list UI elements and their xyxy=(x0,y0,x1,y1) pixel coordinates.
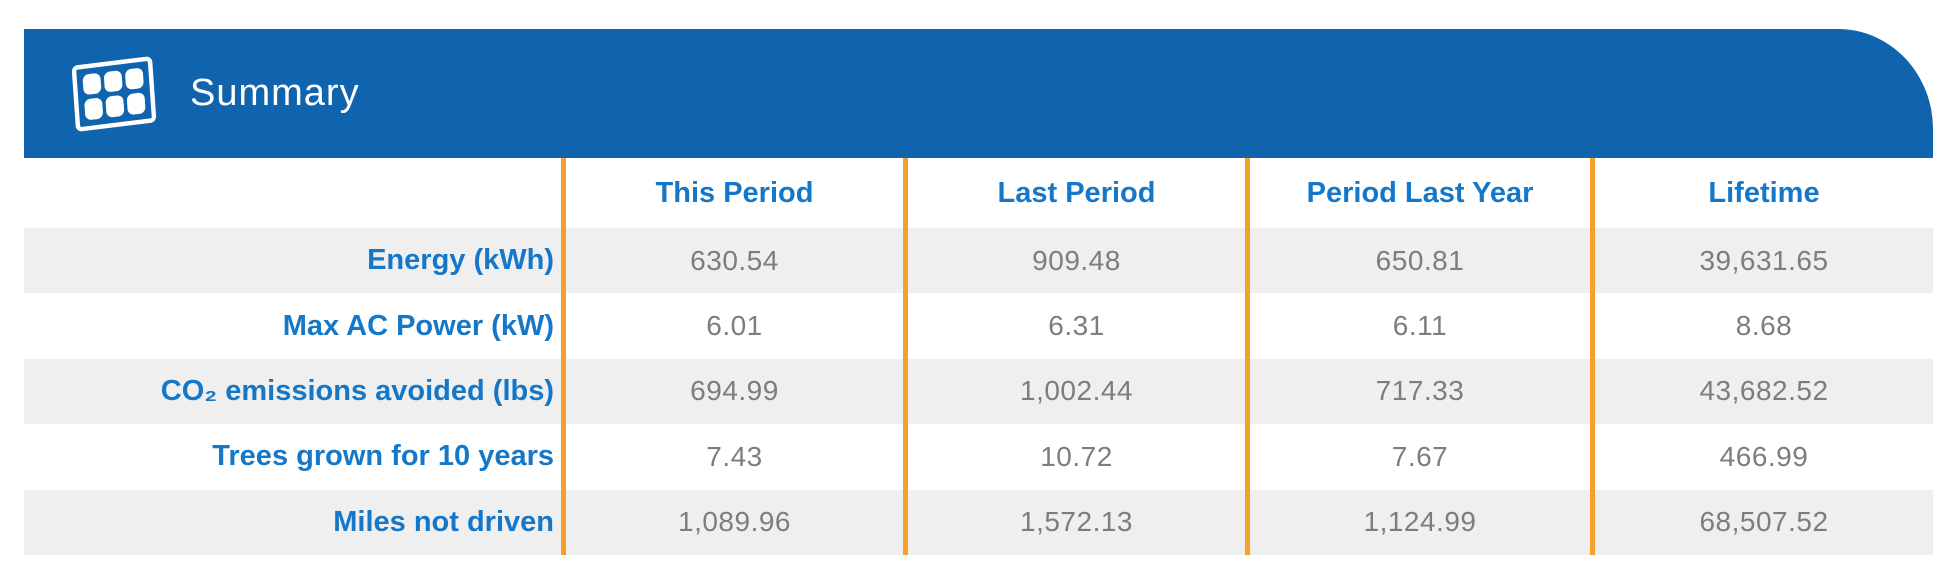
table-header-row: This Period Last Period Period Last Year… xyxy=(24,158,1933,228)
value-period-last-year: 6.11 xyxy=(1250,293,1595,359)
page-title: Summary xyxy=(190,72,360,114)
value-last-period: 909.48 xyxy=(908,228,1250,294)
value-this-period: 630.54 xyxy=(566,228,908,294)
corner-empty-cell xyxy=(24,158,566,228)
value-period-last-year: 7.67 xyxy=(1250,424,1595,490)
value-lifetime: 466.99 xyxy=(1719,440,1809,472)
table-row: Miles not driven 1,089.96 1,572.13 1,124… xyxy=(24,489,1933,555)
value-period-last-year: 650.81 xyxy=(1250,228,1595,294)
value-last-period: 1,002.44 xyxy=(908,358,1250,425)
row-label: Max AC Power (kW) xyxy=(24,293,566,359)
row-label: Miles not driven xyxy=(24,489,566,555)
value-lifetime: 8.68 xyxy=(1735,310,1793,342)
value-lifetime: 43,682.52 xyxy=(1699,375,1829,407)
value-last-period: 6.31 xyxy=(908,293,1250,359)
table-row: CO₂ emissions avoided (lbs) 694.99 1,002… xyxy=(24,358,1933,425)
value-period-last-year: 717.33 xyxy=(1250,358,1595,425)
column-header-last-period: Last Period xyxy=(908,158,1250,228)
value-this-period: 6.01 xyxy=(566,293,908,359)
row-label: Trees grown for 10 years xyxy=(24,424,566,490)
value-period-last-year: 1,124.99 xyxy=(1250,489,1595,555)
value-last-period: 1,572.13 xyxy=(908,489,1250,555)
value-this-period: 7.43 xyxy=(566,424,908,490)
summary-table: This Period Last Period Period Last Year… xyxy=(24,158,1933,555)
value-this-period: 694.99 xyxy=(566,358,908,425)
column-header-this-period: This Period xyxy=(566,158,908,228)
value-last-period: 10.72 xyxy=(908,424,1250,490)
row-label: CO₂ emissions avoided (lbs) xyxy=(24,358,566,425)
value-lifetime: 68,507.52 xyxy=(1699,506,1829,538)
column-header-period-last-year: Period Last Year xyxy=(1250,158,1595,228)
value-lifetime: 39,631.65 xyxy=(1699,244,1829,276)
solar-panel-icon xyxy=(71,56,157,131)
table-row: Max AC Power (kW) 6.01 6.31 6.11 8.68 xyxy=(24,293,1933,359)
table-row: Energy (kWh) 630.54 909.48 650.81 39,631… xyxy=(24,228,1933,294)
table-body: Energy (kWh) 630.54 909.48 650.81 39,631… xyxy=(24,228,1933,555)
row-label: Energy (kWh) xyxy=(24,228,566,294)
value-this-period: 1,089.96 xyxy=(566,489,908,555)
summary-header-bar: Summary xyxy=(24,29,1933,158)
column-header-lifetime: Lifetime xyxy=(1708,176,1820,209)
table-row: Trees grown for 10 years 7.43 10.72 7.67… xyxy=(24,424,1933,490)
